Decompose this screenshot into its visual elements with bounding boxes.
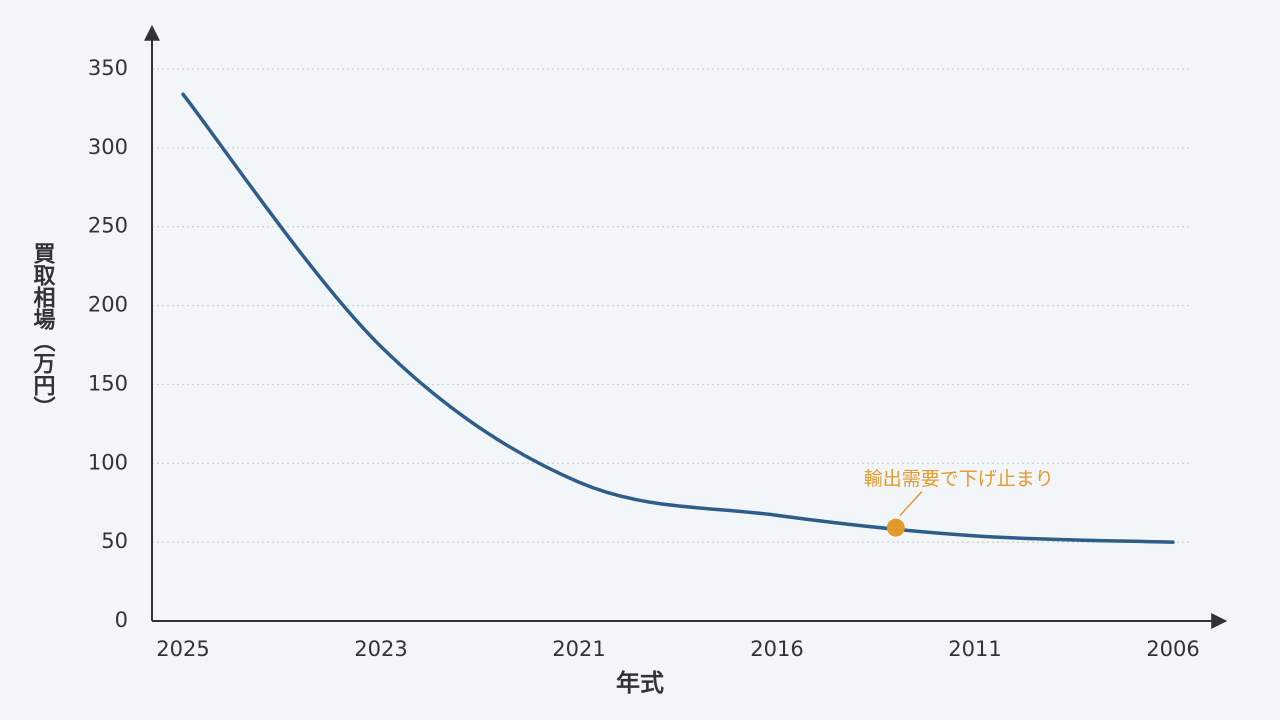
x-tick-label: 2025 — [156, 637, 209, 661]
x-tick-label: 2021 — [552, 637, 605, 661]
y-tick-label: 350 — [88, 56, 128, 80]
annotation-dot — [886, 518, 905, 537]
grid — [152, 68, 1192, 543]
y-tick-label: 100 — [88, 450, 128, 474]
x-axis-title: 年式 — [616, 669, 664, 697]
x-tick-label: 2006 — [1146, 637, 1199, 661]
y-tick-label: 0 — [115, 608, 128, 632]
x-tick-label: 2011 — [948, 637, 1001, 661]
line — [181, 92, 1175, 544]
annotation-leader — [899, 491, 923, 517]
y-tick-label: 50 — [101, 529, 128, 553]
y-tick-label: 200 — [88, 293, 128, 317]
annotation-text: 輸出需要で下げ止まり — [864, 468, 1054, 490]
x-tick-label: 2016 — [750, 637, 803, 661]
x-tick-label: 2023 — [354, 637, 407, 661]
y-tick-label: 300 — [88, 135, 128, 159]
y-tick-label: 250 — [88, 214, 128, 238]
y-axis-title: 買取相場（万円） — [30, 242, 57, 418]
y-tick-label: 150 — [88, 371, 128, 395]
